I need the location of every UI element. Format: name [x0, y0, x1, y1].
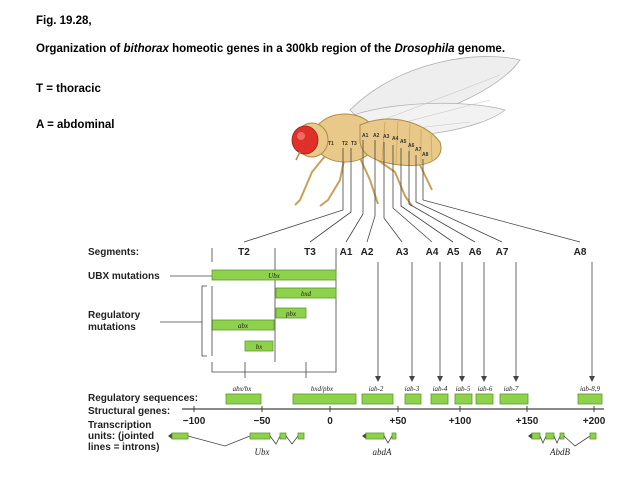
scale-tick-plus200: +200: [583, 416, 606, 427]
bar-pbx: [275, 307, 307, 319]
fly-label-a1: A1: [362, 133, 369, 139]
regseq-label-iab7: iab-7: [504, 385, 519, 393]
regseq-box-iab7: [499, 393, 529, 405]
regseq-label-iab3: iab-3: [405, 385, 420, 393]
fly-label-a7: A7: [415, 147, 422, 153]
scale-tick-minus100: −100: [183, 416, 206, 427]
abdominal-definition: A = abdominal: [36, 119, 115, 131]
segment-t2: T2: [238, 247, 250, 258]
regulatory-arrows: [244, 262, 593, 378]
segment-a1: A1: [340, 247, 353, 258]
figure-number: Fig. 19.28,: [36, 15, 92, 27]
segment-a4: A4: [426, 247, 439, 258]
arrow-heads: [375, 376, 595, 382]
transcription-unit-abda: [362, 432, 397, 444]
segment-a2: A2: [361, 247, 374, 258]
bar-ubx: [211, 269, 337, 281]
fly-label-a4: A4: [392, 136, 399, 142]
scale-tick-minus50: −50: [254, 416, 271, 427]
scale-tick-0: 0: [327, 416, 333, 427]
label-transcription-1: Transcription: [88, 420, 151, 431]
bar-label-bxd: bxd: [301, 290, 312, 298]
segment-t3: T3: [304, 247, 316, 258]
segment-boundaries: [211, 248, 337, 362]
fly-label-a6: A6: [408, 143, 415, 149]
segment-a8: A8: [574, 247, 587, 258]
figure-caption: Organization of bithorax homeotic genes …: [36, 42, 505, 56]
fly-label-t1: T1: [328, 141, 334, 147]
regseq-label-abx-bx: abx/bx: [233, 385, 253, 393]
segment-a6: A6: [469, 247, 482, 258]
regseq-label-bxd-pbx: bxd/pbx: [311, 385, 334, 393]
regseq-label-iab89: iab-8,9: [580, 385, 601, 393]
caption-part: genome.: [454, 43, 506, 55]
mutation-brackets: [160, 285, 337, 373]
caption-part: homeotic genes in a 300kb region of the: [168, 43, 395, 55]
bar-label-ubx: Ubx: [268, 272, 281, 280]
segment-a3: A3: [396, 247, 409, 258]
scale-tick-plus150: +150: [516, 416, 539, 427]
scale-tick-plus100: +100: [449, 416, 472, 427]
segment-a5: A5: [447, 247, 460, 258]
caption-bithorax: bithorax: [123, 43, 169, 55]
scale-tick-plus50: +50: [390, 416, 407, 427]
label-regulatory-sequences: Regulatory sequences:: [88, 393, 198, 404]
label-transcription-2: units: (jointed: [88, 431, 154, 442]
regseq-box-iab89: [577, 393, 603, 405]
regseq-box-abx-bx: [225, 393, 262, 405]
fly-label-a2: A2: [373, 133, 380, 139]
bar-label-bx: bx: [256, 343, 264, 351]
fly-label-a3: A3: [383, 134, 390, 140]
regseq-label-iab6: iab-6: [478, 385, 493, 393]
regseq-box-iab3: [404, 393, 422, 405]
fly-label-a5: A5: [400, 139, 407, 145]
fly-label-t3: T3: [351, 141, 357, 147]
regseq-box-iab2: [361, 393, 394, 405]
regseq-label-iab2: iab-2: [369, 385, 384, 393]
label-segments: Segments:: [88, 247, 139, 258]
regseq-box-iab4: [430, 393, 449, 405]
thoracic-definition: T = thoracic: [36, 83, 101, 95]
label-regulatory-mutations-1: Regulatory: [88, 310, 141, 321]
caption-drosophila: Drosophila: [394, 43, 455, 55]
label-structural-genes: Structural genes:: [88, 406, 170, 417]
caption-part: Organization of: [36, 43, 124, 55]
segment-a7: A7: [496, 247, 509, 258]
bar-label-abx: abx: [238, 322, 249, 330]
bar-label-pbx: pbx: [285, 310, 297, 318]
bar-bxd: [275, 287, 337, 299]
gene-label-abda: abdA: [373, 447, 393, 457]
regseq-label-iab5: iab-5: [456, 385, 471, 393]
fly-label-t2: T2: [342, 141, 348, 147]
fly-label-a8: A8: [422, 152, 429, 158]
segment-pointer-lines: [243, 140, 581, 243]
label-regulatory-mutations-2: mutations: [88, 322, 136, 333]
regseq-box-iab5: [454, 393, 473, 405]
bar-bx: [244, 340, 274, 352]
fly-eye: [291, 125, 319, 155]
label-ubx-mutations: UBX mutations: [88, 271, 160, 282]
fly-illustration: T1 T2 T3 A1 A2 A3 A4 A5 A6 A7 A8: [291, 56, 521, 207]
gene-label-ubx: Ubx: [255, 447, 270, 457]
regseq-label-iab4: iab-4: [433, 385, 448, 393]
regseq-box-bxd-pbx: [292, 393, 357, 405]
label-transcription-3: lines = introns): [88, 442, 159, 453]
scale-ticks: [193, 406, 595, 412]
transcription-unit-ubx: [168, 432, 305, 447]
gene-label-abdb: AbdB: [549, 447, 570, 457]
regseq-box-iab6: [475, 393, 494, 405]
transcription-unit-abdb: [528, 432, 597, 447]
